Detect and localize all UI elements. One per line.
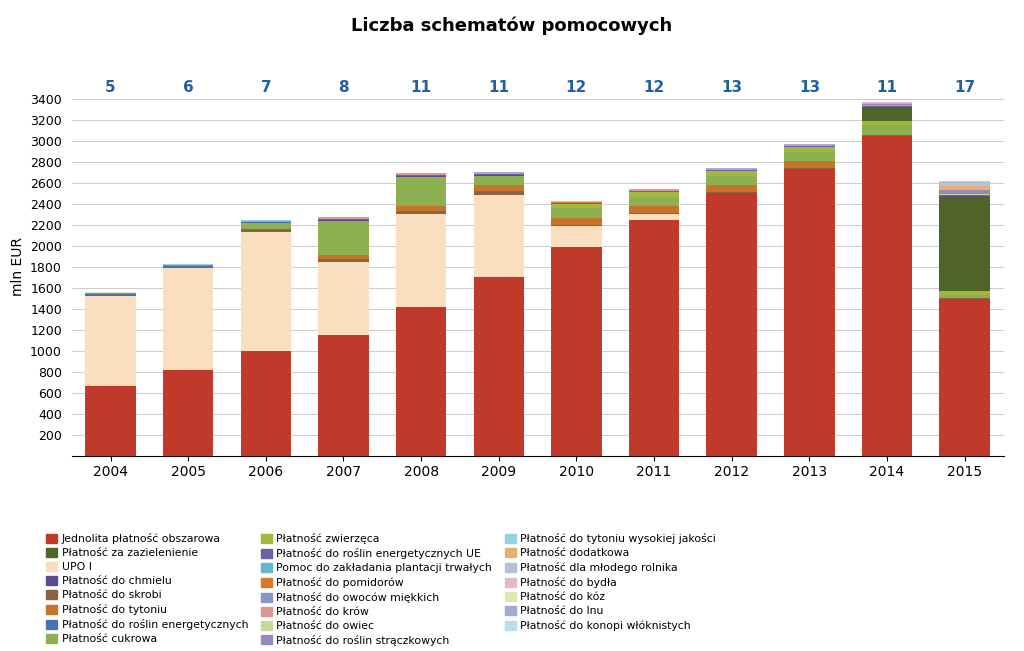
Bar [629, 206, 679, 214]
Bar [939, 299, 990, 456]
Bar [318, 258, 369, 262]
Bar [784, 161, 835, 169]
Bar [629, 214, 679, 220]
Text: 11: 11 [488, 80, 509, 95]
Bar [241, 351, 291, 456]
Text: 11: 11 [411, 80, 432, 95]
Bar [862, 103, 912, 104]
Bar [473, 174, 524, 175]
Bar [473, 195, 524, 277]
Bar [318, 221, 369, 255]
Bar [939, 182, 990, 186]
Bar [707, 193, 757, 456]
Text: 12: 12 [566, 80, 587, 95]
Bar [551, 225, 602, 226]
Bar [241, 232, 291, 351]
Bar [85, 387, 136, 456]
Bar [707, 176, 757, 185]
Bar [939, 197, 990, 291]
Bar [551, 226, 602, 247]
Bar [784, 147, 835, 152]
Bar [396, 307, 446, 456]
Text: 13: 13 [799, 80, 820, 95]
Bar [939, 190, 990, 195]
Bar [784, 152, 835, 161]
Bar [396, 214, 446, 307]
Bar [551, 217, 602, 225]
Bar [862, 126, 912, 135]
Bar [862, 135, 912, 136]
Bar [318, 219, 369, 221]
Text: 6: 6 [183, 80, 194, 95]
Bar [318, 262, 369, 335]
Bar [473, 176, 524, 185]
Text: 11: 11 [877, 80, 898, 95]
Bar [85, 296, 136, 387]
Bar [318, 255, 369, 258]
Bar [784, 169, 835, 456]
Bar [163, 267, 213, 268]
Bar [396, 206, 446, 212]
Text: Liczba schematów pomocowych: Liczba schematów pomocowych [351, 16, 673, 35]
Bar [862, 121, 912, 126]
Bar [241, 223, 291, 229]
Bar [473, 185, 524, 191]
Bar [629, 193, 679, 197]
Bar [551, 208, 602, 217]
Bar [318, 335, 369, 456]
Bar [163, 268, 213, 370]
Text: 17: 17 [954, 80, 975, 95]
Bar [629, 197, 679, 206]
Bar [551, 247, 602, 456]
Bar [939, 186, 990, 190]
Bar [396, 212, 446, 214]
Bar [939, 291, 990, 296]
Text: 5: 5 [105, 80, 116, 95]
Bar [939, 298, 990, 299]
Text: 13: 13 [721, 80, 742, 95]
Y-axis label: mln EUR: mln EUR [10, 238, 25, 296]
Text: 12: 12 [643, 80, 665, 95]
Bar [473, 277, 524, 456]
Bar [473, 191, 524, 195]
Text: 7: 7 [260, 80, 271, 95]
Bar [707, 171, 757, 176]
Bar [629, 220, 679, 456]
Bar [862, 136, 912, 456]
Legend: Jednolita płatność obszarowa, Płatność za zazielenienie, UPO I, Płatność do chmi: Jednolita płatność obszarowa, Płatność z… [46, 533, 716, 646]
Bar [862, 104, 912, 105]
Bar [939, 296, 990, 298]
Bar [707, 185, 757, 193]
Bar [241, 229, 291, 232]
Bar [551, 204, 602, 208]
Bar [862, 107, 912, 121]
Text: 8: 8 [338, 80, 349, 95]
Bar [163, 370, 213, 456]
Bar [396, 176, 446, 206]
